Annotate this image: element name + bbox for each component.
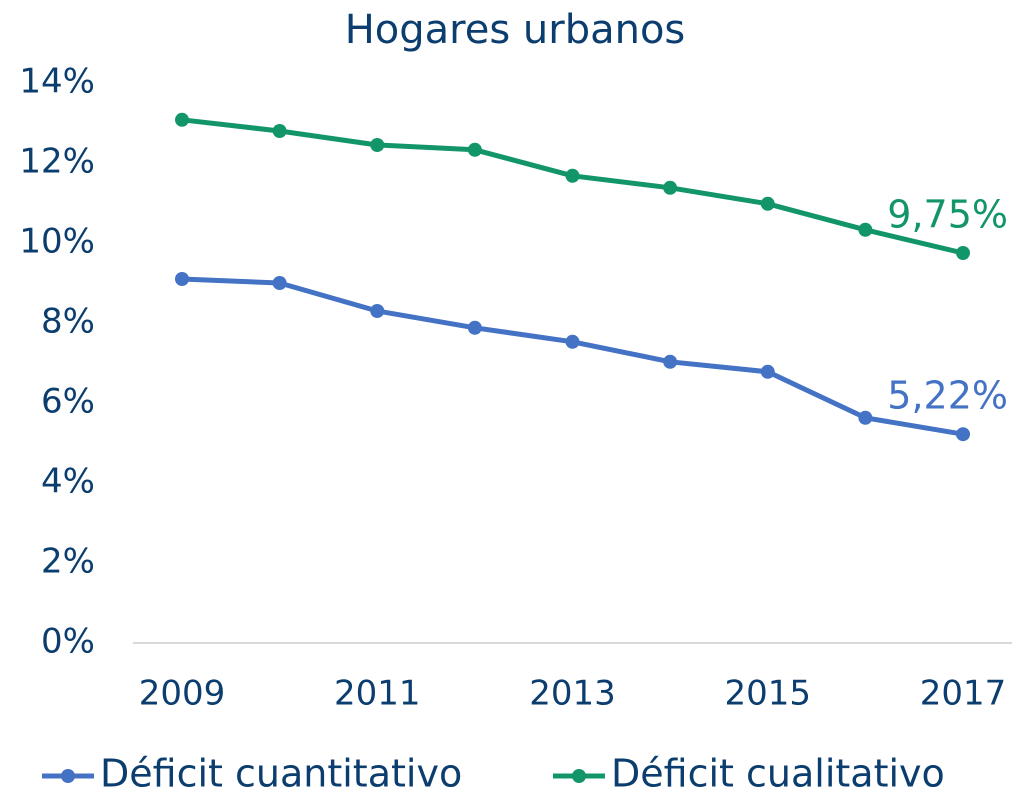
data-label: 9,75%: [887, 193, 1008, 237]
data-point: [956, 246, 970, 260]
data-point: [467, 142, 482, 157]
legend-label: Déficit cualitativo: [611, 752, 945, 795]
data-point: [956, 427, 970, 442]
x-tick-label: 2011: [334, 674, 421, 714]
data-point: [663, 354, 678, 369]
x-tick-label: 2013: [529, 674, 616, 714]
y-tick-label: 4%: [41, 462, 95, 502]
data-point: [272, 124, 287, 138]
series-line: [181, 117, 964, 256]
data-point: [760, 196, 775, 211]
data-point: [663, 180, 678, 195]
data-point: [565, 168, 580, 183]
data-point: [370, 138, 385, 152]
data-point: [565, 334, 580, 349]
x-tick-label: 2015: [724, 674, 811, 714]
data-point: [467, 320, 482, 335]
data-point: [175, 112, 189, 127]
y-tick-label: 0%: [41, 622, 95, 662]
x-tick-label: 2009: [139, 674, 226, 714]
y-tick-label: 10%: [19, 222, 95, 262]
data-point: [370, 304, 385, 318]
y-tick-label: 14%: [19, 62, 95, 102]
y-tick-label: 12%: [19, 142, 95, 182]
data-point: [858, 222, 873, 237]
data-point: [272, 276, 287, 290]
data-point: [760, 364, 775, 379]
y-tick-label: 6%: [41, 382, 95, 422]
chart-title: Hogares urbanos: [345, 7, 686, 53]
data-point: [858, 410, 873, 425]
series-line: [181, 276, 964, 437]
y-tick-label: 8%: [41, 302, 95, 342]
data-label: 5,22%: [887, 374, 1008, 418]
legend-marker: [61, 769, 75, 783]
legend-label: Déficit cuantitativo: [100, 752, 462, 795]
legend-marker: [572, 769, 586, 783]
data-point: [175, 272, 189, 286]
x-tick-label: 2017: [920, 674, 1007, 714]
y-tick-label: 2%: [41, 542, 95, 582]
